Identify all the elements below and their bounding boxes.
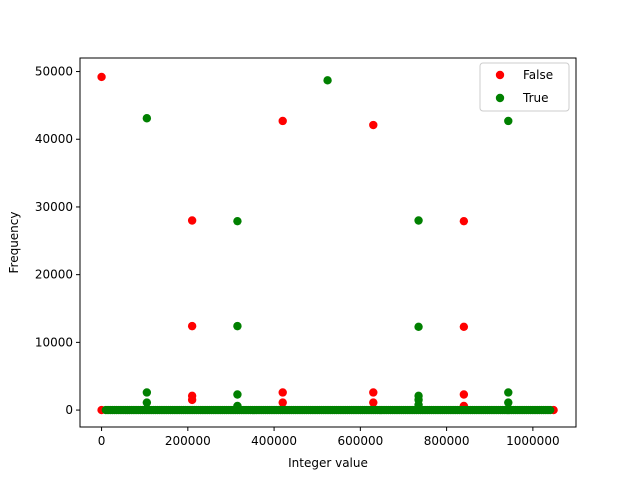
- data-point: [233, 321, 242, 331]
- data-point: [459, 322, 469, 331]
- data-point: [278, 116, 287, 126]
- data-point: [459, 390, 469, 399]
- data-point: [187, 216, 197, 225]
- series-true: [101, 76, 555, 415]
- data-point: [504, 398, 513, 407]
- data-point: [414, 216, 423, 225]
- data-point: [504, 116, 513, 126]
- data-point: [142, 114, 152, 123]
- x-tick-label: 600000: [337, 434, 383, 448]
- data-point: [545, 405, 555, 415]
- legend-label-true: True: [522, 91, 549, 105]
- data-point: [187, 321, 197, 331]
- data-point: [369, 120, 378, 130]
- data-point: [278, 398, 287, 407]
- legend: False True: [479, 62, 570, 112]
- data-point: [187, 395, 197, 405]
- data-point: [142, 388, 152, 397]
- y-tick-label: 40000: [35, 132, 73, 146]
- x-tick-label: 1000000: [506, 434, 559, 448]
- y-tick-label: 0: [65, 403, 73, 417]
- axes: 0 200000 400000 600000 800000 1000000 0 10000 20…: [35, 57, 577, 448]
- y-tick-label: 30000: [35, 200, 73, 214]
- x-axis-label: Integer value: [288, 456, 368, 470]
- data-point: [504, 388, 513, 397]
- data-point: [369, 398, 378, 407]
- y-tick-label: 10000: [35, 335, 73, 349]
- data-point: [414, 322, 423, 331]
- legend-label-false: False: [523, 68, 553, 82]
- data-point: [233, 216, 242, 226]
- y-tick-label: 50000: [35, 65, 73, 79]
- y-tick-label: 20000: [35, 268, 73, 282]
- series-false: [97, 72, 558, 415]
- y-axis-label: Frequency: [7, 212, 21, 274]
- data-point: [233, 401, 242, 411]
- x-tick-label: 800000: [424, 434, 470, 448]
- data-point: [278, 388, 287, 397]
- data-point: [323, 76, 332, 85]
- data-point: [459, 216, 469, 226]
- data-point: [233, 390, 242, 399]
- plot-area: [97, 72, 558, 415]
- axes-frame: [79, 57, 577, 428]
- data-point: [369, 388, 378, 397]
- x-tick-label: 200000: [165, 434, 211, 448]
- data-point: [97, 72, 106, 82]
- data-point: [142, 398, 152, 407]
- legend-marker-true: [495, 93, 505, 103]
- x-tick-label: 0: [98, 434, 106, 448]
- legend-marker-false: [495, 70, 505, 80]
- data-point: [414, 400, 423, 409]
- x-tick-label: 400000: [251, 434, 297, 448]
